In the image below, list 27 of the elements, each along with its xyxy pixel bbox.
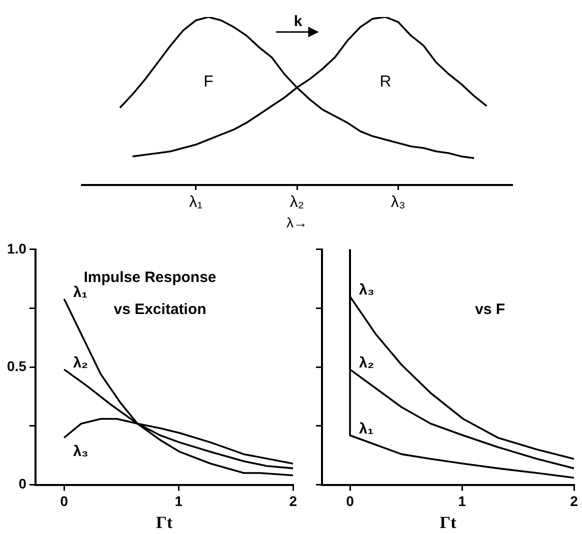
x-tick-label: 1: [458, 493, 466, 510]
y-tick-label: 1.0: [6, 240, 27, 256]
x-axis-title: Γt: [156, 513, 173, 532]
annotation: Impulse Response: [84, 269, 216, 286]
x-tick-label: λ₃: [390, 194, 406, 212]
annotation: vs F: [474, 301, 506, 318]
series-label: λ₂: [73, 354, 88, 372]
text: R: [380, 73, 392, 90]
x-tick-label: 0: [346, 493, 354, 510]
x-axis-title: Γt: [440, 513, 457, 532]
x-tick-label: λ₂: [290, 194, 304, 212]
series-label: λ₃: [359, 282, 374, 299]
series-label: λ₂: [359, 354, 374, 372]
y-tick-label: 0: [18, 476, 27, 492]
x-axis-title: λ→: [286, 214, 308, 230]
series-label: λ₃: [73, 442, 88, 460]
series-label: λ₁: [359, 420, 374, 438]
x-tick-label: 1: [174, 493, 183, 510]
text: F: [204, 73, 214, 90]
x-tick-label: λ₁: [189, 194, 203, 212]
annotation: k: [294, 13, 303, 30]
x-tick-label: 0: [60, 493, 68, 510]
x-tick-label: 2: [289, 493, 298, 510]
series-label: λ₁: [73, 284, 88, 301]
y-tick-label: 0.5: [6, 358, 27, 374]
annotation: vs Excitation: [114, 301, 206, 318]
x-tick-label: 2: [570, 493, 578, 510]
